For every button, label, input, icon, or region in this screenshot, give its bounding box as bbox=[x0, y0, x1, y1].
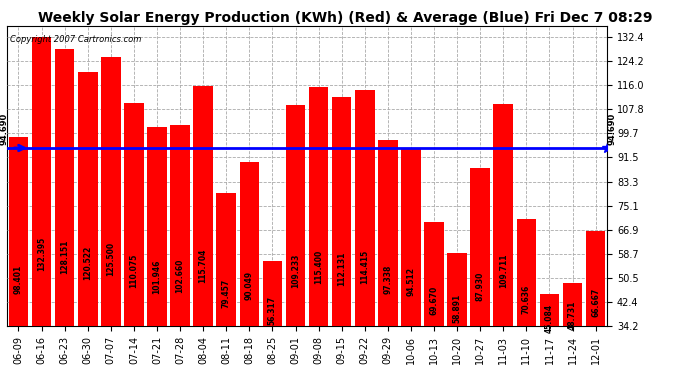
Bar bbox=[101, 57, 121, 326]
Bar bbox=[332, 97, 351, 326]
Bar bbox=[239, 162, 259, 326]
Bar bbox=[124, 103, 144, 326]
Text: 58.891: 58.891 bbox=[453, 293, 462, 322]
Text: 112.131: 112.131 bbox=[337, 252, 346, 286]
Text: 109.233: 109.233 bbox=[291, 254, 300, 288]
Text: 132.395: 132.395 bbox=[37, 237, 46, 271]
Text: 101.946: 101.946 bbox=[152, 259, 161, 294]
Text: 109.711: 109.711 bbox=[499, 254, 508, 288]
Bar bbox=[471, 168, 490, 326]
Bar bbox=[32, 37, 51, 326]
Bar bbox=[309, 87, 328, 326]
Bar bbox=[286, 105, 305, 326]
Bar bbox=[563, 284, 582, 326]
Text: 94.512: 94.512 bbox=[406, 267, 415, 296]
Bar bbox=[147, 127, 167, 326]
Text: 56.317: 56.317 bbox=[268, 296, 277, 324]
Text: 48.731: 48.731 bbox=[568, 301, 577, 330]
Text: 45.084: 45.084 bbox=[545, 304, 554, 333]
Text: 87.930: 87.930 bbox=[475, 272, 484, 302]
Text: 70.636: 70.636 bbox=[522, 285, 531, 314]
Text: 98.401: 98.401 bbox=[14, 264, 23, 294]
Text: 125.500: 125.500 bbox=[106, 242, 115, 276]
Bar bbox=[355, 90, 375, 326]
Bar bbox=[378, 140, 397, 326]
Bar bbox=[9, 137, 28, 326]
Text: 128.151: 128.151 bbox=[60, 240, 69, 274]
Bar bbox=[170, 124, 190, 326]
Text: 66.667: 66.667 bbox=[591, 288, 600, 317]
Text: 97.338: 97.338 bbox=[384, 265, 393, 294]
Text: 90.049: 90.049 bbox=[245, 270, 254, 300]
Bar bbox=[55, 50, 75, 326]
Text: 94.690: 94.690 bbox=[607, 113, 616, 145]
Text: 102.660: 102.660 bbox=[175, 259, 184, 293]
Text: 79.457: 79.457 bbox=[221, 278, 230, 308]
Bar bbox=[540, 294, 560, 326]
Text: 69.670: 69.670 bbox=[430, 285, 439, 315]
Bar bbox=[447, 254, 467, 326]
Text: 115.400: 115.400 bbox=[314, 249, 323, 284]
Bar bbox=[217, 193, 236, 326]
Text: Copyright 2007 Cartronics.com: Copyright 2007 Cartronics.com bbox=[10, 35, 141, 44]
Text: 114.415: 114.415 bbox=[360, 250, 369, 284]
Text: 120.522: 120.522 bbox=[83, 246, 92, 280]
Text: 94.690: 94.690 bbox=[0, 113, 9, 145]
Bar bbox=[193, 86, 213, 326]
Text: 110.075: 110.075 bbox=[130, 253, 139, 288]
Text: 115.704: 115.704 bbox=[199, 249, 208, 284]
Bar bbox=[263, 261, 282, 326]
Bar bbox=[78, 72, 97, 326]
Bar bbox=[424, 222, 444, 326]
Text: Weekly Solar Energy Production (KWh) (Red) & Average (Blue) Fri Dec 7 08:29: Weekly Solar Energy Production (KWh) (Re… bbox=[38, 11, 652, 25]
Bar bbox=[517, 219, 536, 326]
Bar bbox=[401, 148, 421, 326]
Bar bbox=[586, 231, 605, 326]
Bar bbox=[493, 104, 513, 326]
